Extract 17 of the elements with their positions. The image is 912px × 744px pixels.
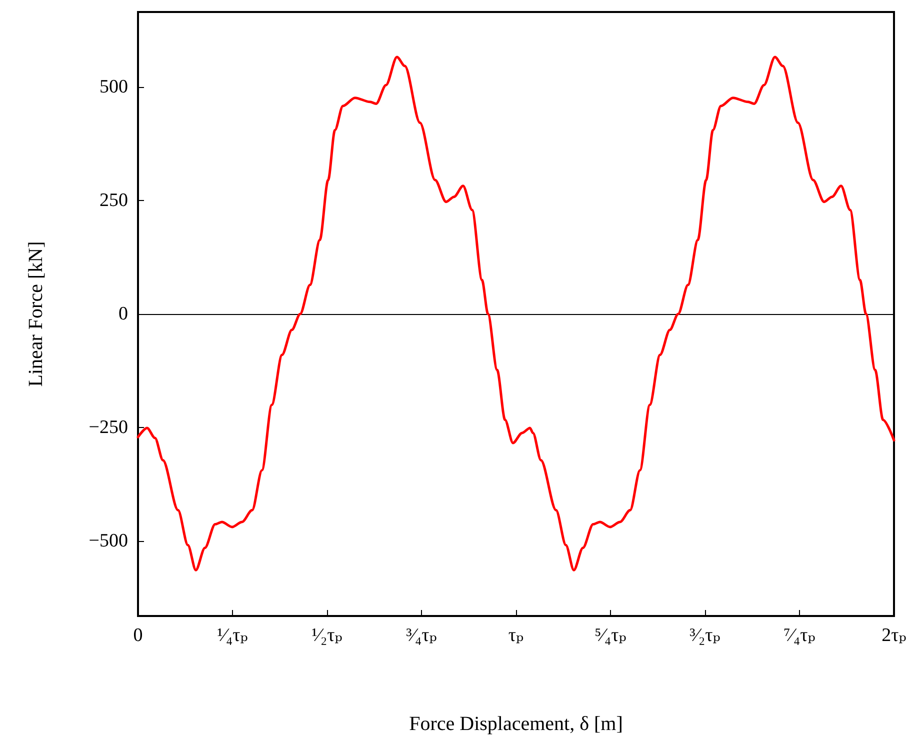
line-series	[136, 56, 896, 572]
x-tick-label: 0	[133, 625, 143, 646]
x-tick-label: ⁷⁄₄τₚ	[784, 625, 816, 646]
x-tick-label: ³⁄₂τₚ	[690, 625, 721, 646]
y-axis-title: Linear Force [kN]	[25, 241, 47, 387]
y-tick-label: −500	[88, 530, 128, 552]
x-tick-label: 2τₚ	[882, 625, 907, 646]
x-tick-label: ⁵⁄₄τₚ	[594, 625, 627, 646]
y-tick-label: −250	[88, 417, 128, 438]
x-axis-title: Force Displacement, δ [m]	[409, 713, 623, 735]
y-tick-label: 500	[100, 76, 128, 98]
x-tick-label: τₚ	[508, 625, 524, 646]
y-tick-label: 250	[100, 190, 128, 211]
x-tick-label: ¹⁄₂τₚ	[312, 625, 343, 646]
y-tick-label: 0	[118, 304, 128, 324]
x-tick-label: ¹⁄₄τₚ	[217, 625, 248, 646]
x-tick-label: ³⁄₄τₚ	[406, 625, 438, 646]
